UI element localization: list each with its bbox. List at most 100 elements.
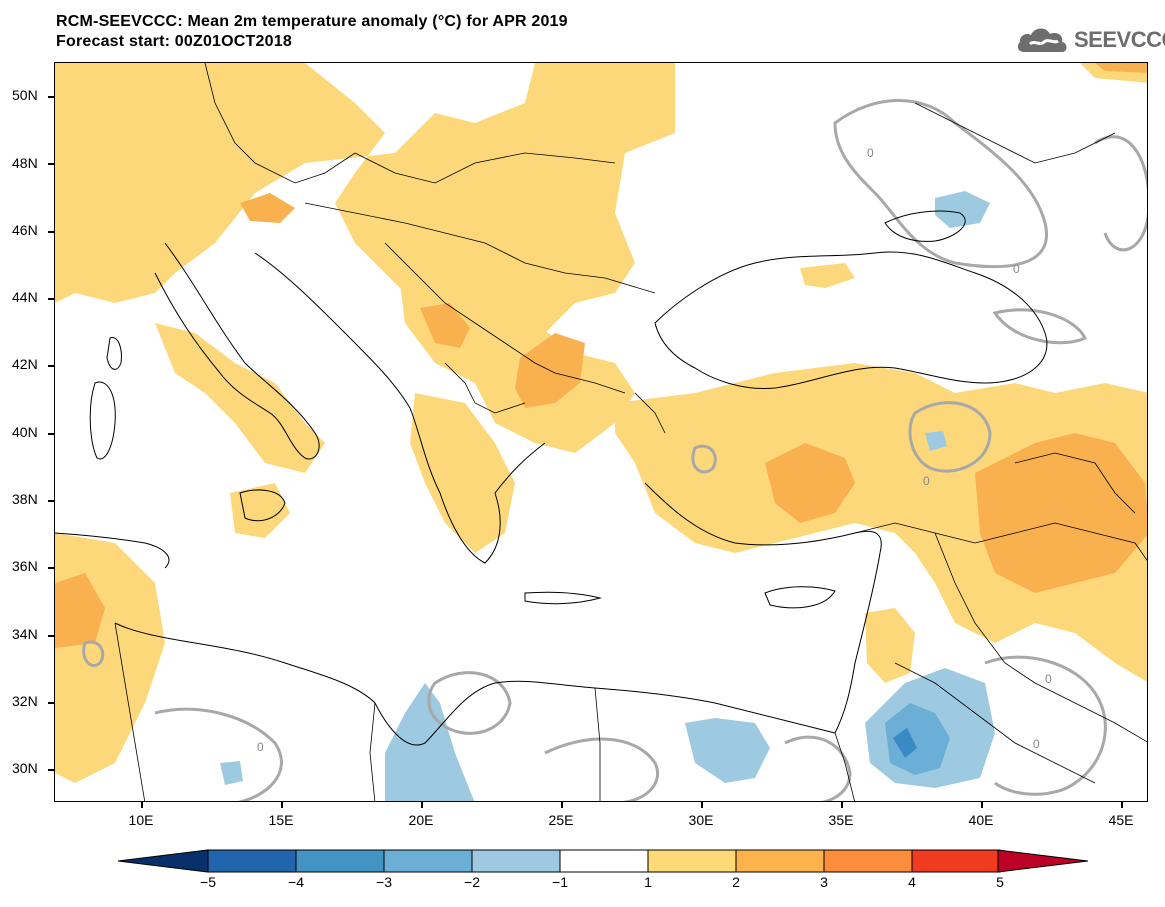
lon-label: 15E [268, 812, 294, 828]
lon-tick [841, 802, 843, 808]
lat-label: 42N [12, 356, 38, 372]
east-anatolia-hot [975, 433, 1147, 593]
lat-tick [48, 163, 54, 165]
contour-label: 0 [923, 474, 930, 488]
zero-contours [82, 99, 1147, 801]
title-line-1: RCM-SEEVCCC: Mean 2m temperature anomaly… [56, 13, 568, 30]
seevccc-logo: SEEVCCC [1016, 22, 1165, 56]
north-africa-warm [55, 533, 165, 783]
sardinia-coast [89, 381, 116, 460]
lon-label: 35E [828, 812, 854, 828]
lat-tick [48, 635, 54, 637]
lon-tick [281, 802, 283, 808]
country-borders [114, 63, 1147, 801]
colorbar-bin [735, 849, 825, 873]
contour-label: 0 [257, 740, 264, 754]
algeria-hot [55, 573, 105, 648]
lat-tick [48, 298, 54, 300]
central-europe-warm [55, 63, 675, 363]
colorbar-tick-label: 2 [732, 874, 740, 890]
colorbar-tick-label: −3 [376, 874, 392, 890]
anatolia-warm [615, 363, 1147, 682]
anatolia-cool-spot [925, 431, 947, 451]
lon-tick [981, 802, 983, 808]
lat-label: 44N [12, 289, 38, 305]
lat-label: 48N [12, 155, 38, 171]
lat-label: 50N [12, 87, 38, 103]
lat-tick [48, 500, 54, 502]
cool-anomaly-areas [220, 191, 995, 801]
sicily-coast [239, 489, 286, 522]
greece-coast [409, 407, 546, 564]
lat-label: 38N [12, 491, 38, 507]
lat-tick [48, 702, 54, 704]
azov-coast [884, 210, 966, 242]
lon-tick [141, 802, 143, 808]
hot-anomaly-areas [55, 63, 1147, 648]
logo-text: SEEVCCC [1074, 27, 1165, 52]
sea-of-azov-cool [935, 191, 990, 228]
lon-tick [1121, 802, 1123, 808]
lon-tick [701, 802, 703, 808]
anomaly-map: 0 0 0 0 0 0 [55, 63, 1147, 801]
colorbar-bin [647, 849, 737, 873]
egypt-libya-coast [114, 622, 836, 746]
colorbar-bin [911, 849, 1001, 873]
lat-label: 32N [12, 693, 38, 709]
balkans-warm [395, 243, 635, 453]
lat-label: 46N [12, 222, 38, 238]
italy-warm [155, 323, 325, 473]
arabia-cool-min [893, 728, 917, 758]
colorbar-tick-label: −5 [200, 874, 216, 890]
warm-anomaly-areas [55, 63, 1147, 783]
contour-label: 0 [1033, 737, 1040, 751]
title-line-2: Forecast start: 00Z01OCT2018 [56, 33, 292, 50]
lon-tick [421, 802, 423, 808]
crete-coast [524, 591, 602, 605]
lon-label: 10E [128, 812, 154, 828]
cyprus-coast [764, 586, 836, 609]
colorbar [118, 849, 1088, 873]
levant-coast [834, 552, 881, 734]
uralsk-hot [1095, 63, 1147, 73]
map-title: RCM-SEEVCCC: Mean 2m temperature anomaly… [56, 12, 568, 52]
lat-tick [48, 231, 54, 233]
colorbar-extend-high [997, 849, 1088, 873]
lat-tick [48, 365, 54, 367]
colorbar-extend-low [118, 849, 209, 873]
cloud-icon [1017, 28, 1067, 52]
colorbar-bin [471, 849, 561, 873]
arabia-cool-core [885, 703, 950, 775]
colorbar-tick-label: 4 [908, 874, 916, 890]
alps-hot [240, 193, 295, 223]
colorbar-bin [823, 849, 913, 873]
tunisia-cool [220, 761, 243, 785]
colorbar-bin [383, 849, 473, 873]
libya-cool [385, 683, 475, 801]
adriatic-east-coast [254, 252, 411, 409]
egypt-coast-cool [685, 718, 770, 783]
corsica-coast [106, 337, 122, 370]
lon-label: 45E [1108, 812, 1134, 828]
coastlines [55, 210, 1048, 746]
levant-warm [865, 608, 915, 683]
black-sea-coast [654, 251, 1048, 390]
colorbar-segments [207, 849, 1001, 873]
colorbar-tick-label: 5 [996, 874, 1004, 890]
colorbar-tick-label: −1 [552, 874, 568, 890]
lon-tick [561, 802, 563, 808]
lat-label: 34N [12, 626, 38, 642]
map-panel: 0 0 0 0 0 0 [54, 62, 1148, 802]
sicily-warm [230, 483, 290, 538]
lat-tick [48, 769, 54, 771]
lat-label: 40N [12, 424, 38, 440]
contour-label: 0 [1045, 672, 1052, 686]
lon-label: 25E [548, 812, 574, 828]
central-anatolia-hot [765, 443, 855, 523]
lat-label: 30N [12, 760, 38, 776]
lon-label: 20E [408, 812, 434, 828]
lon-label: 30E [688, 812, 714, 828]
greece-warm [410, 393, 515, 553]
colorbar-tick-label: 1 [644, 874, 652, 890]
lat-tick [48, 433, 54, 435]
